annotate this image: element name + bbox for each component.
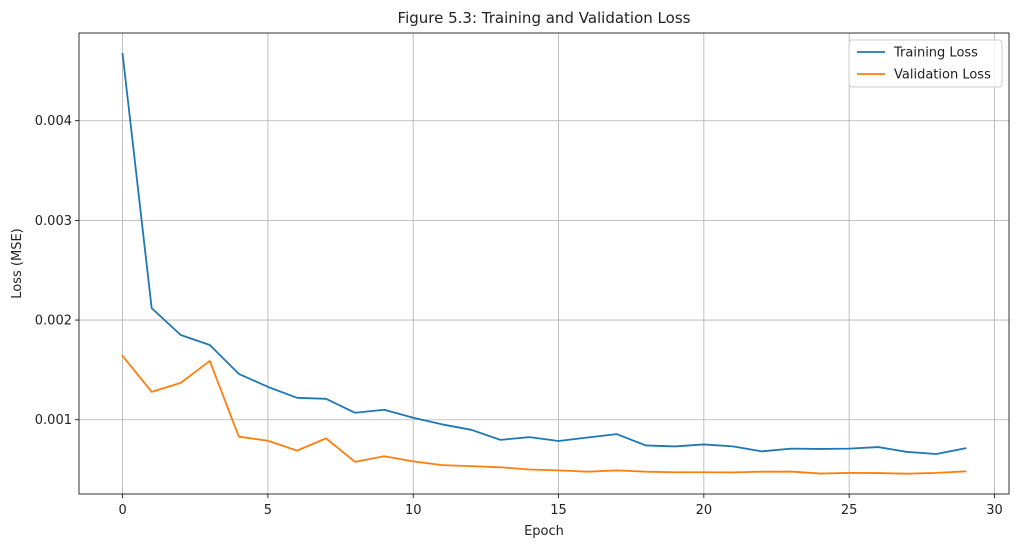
x-tick-label: 10 [405,503,422,518]
x-tick-label: 20 [696,503,713,518]
y-axis-label: Loss (MSE) [10,228,25,298]
x-tick-label: 15 [550,503,567,518]
x-tick-label: 5 [264,503,272,518]
x-tick-label: 25 [841,503,858,518]
x-axis-label: Epoch [524,524,564,539]
y-tick-label: 0.001 [35,413,72,428]
legend-label-training: Training Loss [893,46,978,61]
x-tick-label: 30 [986,503,1003,518]
legend: Training Loss Validation Loss [849,40,1002,87]
legend-label-validation: Validation Loss [894,68,991,83]
y-tick-label: 0.004 [35,114,72,129]
chart-title: Figure 5.3: Training and Validation Loss [398,9,691,27]
x-tick-label: 0 [118,503,126,518]
y-tick-label: 0.003 [35,214,72,229]
y-tick-label: 0.002 [35,314,72,329]
